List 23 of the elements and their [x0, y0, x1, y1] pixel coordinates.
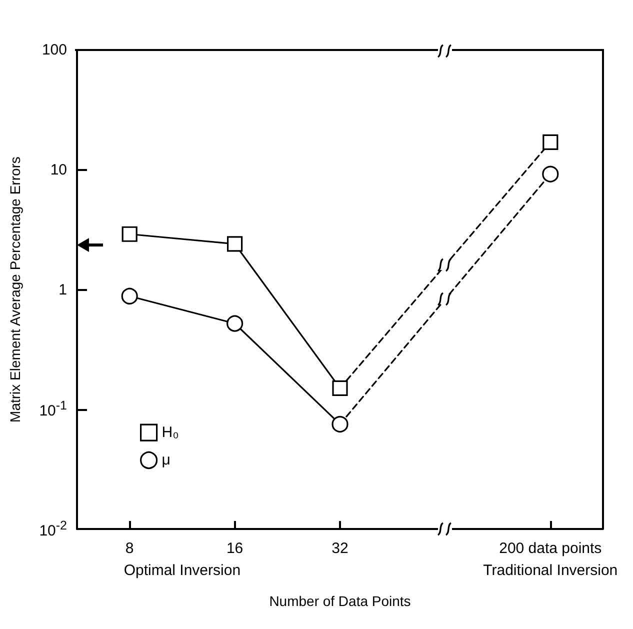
text: Optimal Inversion	[124, 562, 241, 579]
legend-label: μ	[162, 452, 170, 469]
point	[226, 315, 244, 332]
point	[332, 416, 348, 433]
y-tick-label: 100	[42, 42, 67, 58]
y-tick-label: 10$^{-1}$	[39, 398, 67, 420]
point	[542, 166, 559, 182]
point	[227, 236, 243, 252]
x-axis-title: Number of Data Points	[269, 593, 411, 609]
y-tick-label: 10	[50, 161, 67, 178]
point	[542, 134, 558, 150]
y-tick-label: 1	[58, 281, 67, 298]
x-tick-label: 32	[332, 540, 348, 557]
x-tick-label: 16	[226, 540, 244, 557]
point	[121, 288, 138, 304]
x-tick-label: 200 data points	[499, 540, 602, 557]
y-axis-title: Matrix Element Average Percentage Errors	[7, 156, 23, 422]
point	[332, 380, 348, 396]
text: Traditional Inversion	[483, 562, 618, 579]
x-tick-label: 8	[125, 540, 134, 557]
legend-label: H₀	[162, 424, 179, 442]
y-tick-label: 10$^{-2}$	[39, 518, 67, 540]
point	[122, 226, 138, 242]
